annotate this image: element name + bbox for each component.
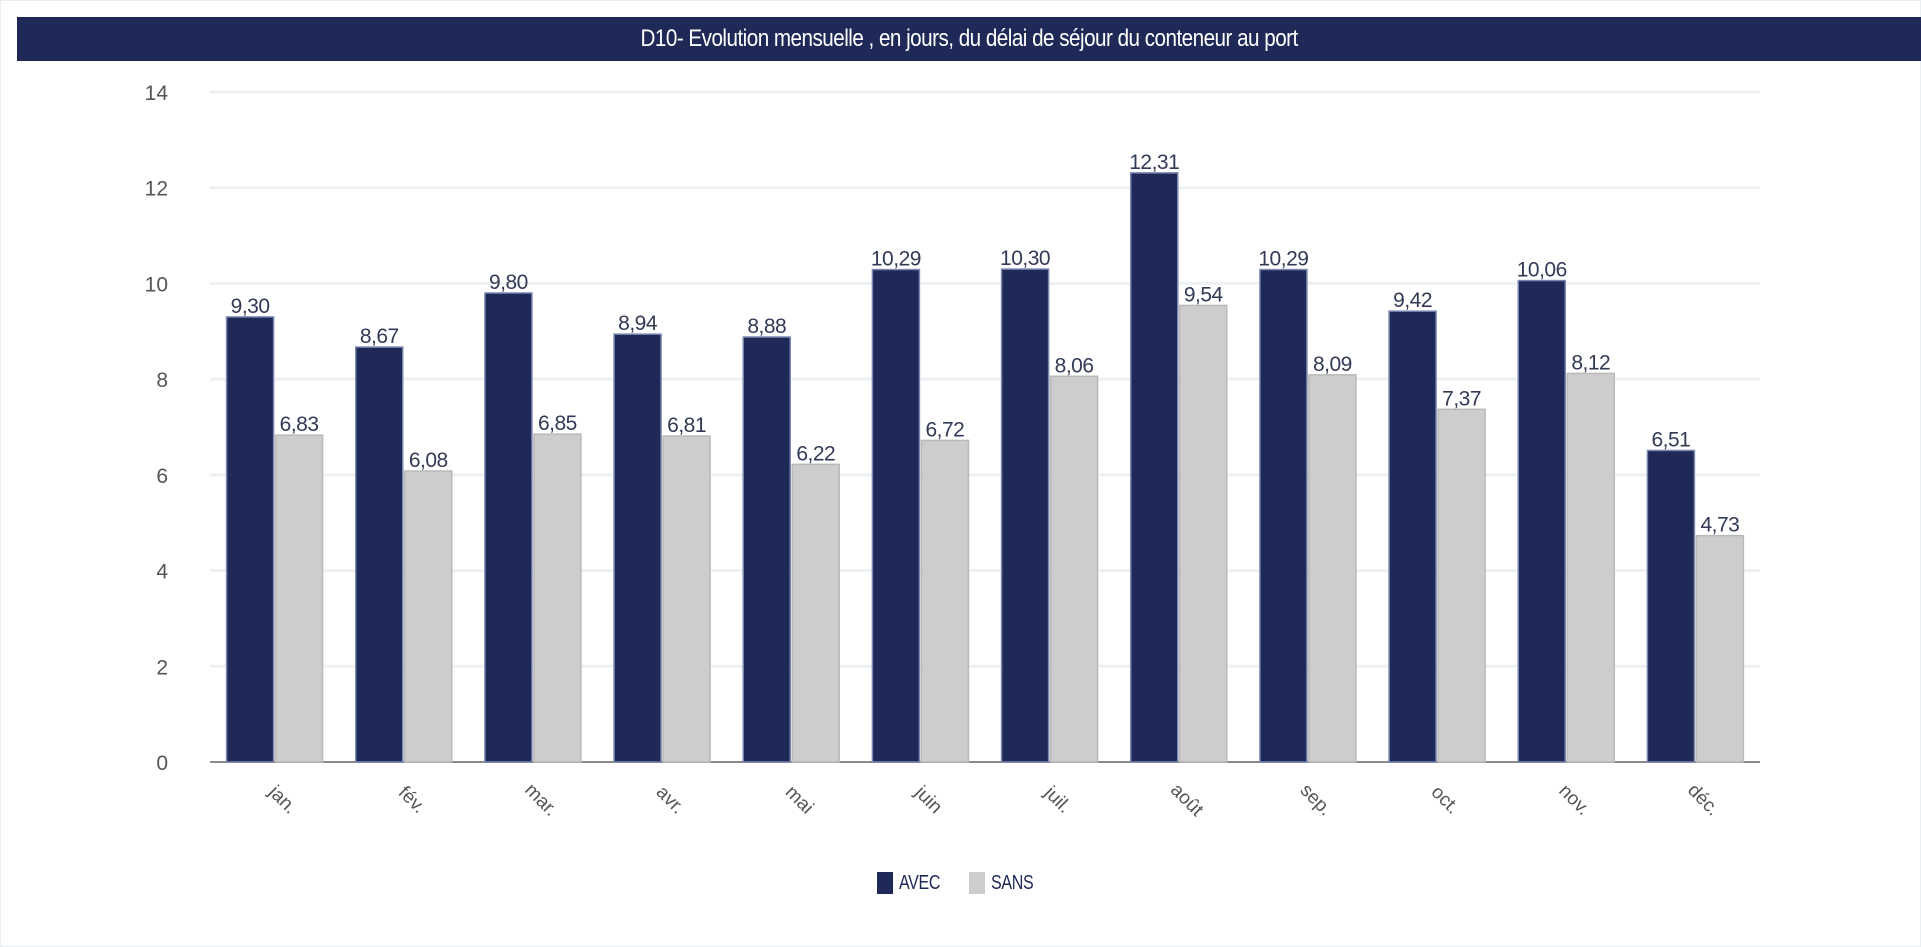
x-tick-label: août	[1166, 780, 1208, 822]
chart-title-bar: D10- Evolution mensuelle , en jours, du …	[17, 17, 1921, 61]
data-label-avec: 8,88	[747, 315, 786, 338]
data-label-sans: 6,08	[409, 449, 448, 472]
data-label-avec: 10,29	[871, 248, 921, 271]
bar-avec	[355, 346, 404, 763]
bar-sans	[1179, 304, 1228, 763]
bar-sans	[1566, 372, 1615, 763]
bar-avec	[1517, 279, 1566, 763]
x-tick-label: mai	[781, 782, 818, 819]
legend-label-avec: AVEC	[899, 871, 941, 894]
bar-avec	[613, 333, 662, 763]
chart-legend: AVEC SANS	[0, 868, 1921, 898]
bar-sans	[791, 463, 840, 763]
x-tick-label: déc.	[1683, 780, 1723, 820]
bar-sans	[1049, 375, 1099, 763]
x-tick-label: jan.	[264, 781, 301, 818]
legend-swatch-avec	[877, 872, 894, 894]
y-tick-label: 2	[156, 656, 168, 679]
bar-avec	[742, 336, 791, 763]
bar-sans	[662, 435, 711, 763]
y-tick-label: 10	[145, 273, 168, 296]
data-label-avec: 10,29	[1258, 248, 1308, 271]
bar-sans	[920, 439, 970, 763]
bar-sans	[1695, 534, 1745, 763]
bar-chart: 0 2 4 6 8 10 12 14 9,30 6,83 jan. 8,67 6,08 fév. 9,80 6…	[145, 82, 1760, 822]
data-label-sans: 8,09	[1313, 353, 1352, 376]
x-tick-label: oct.	[1427, 782, 1464, 819]
data-label-sans: 8,12	[1571, 351, 1610, 374]
x-tick-label: juin	[910, 782, 946, 818]
data-label-sans: 6,83	[280, 413, 319, 436]
bar-avec	[1259, 268, 1308, 763]
y-tick-label: 8	[156, 369, 168, 392]
data-label-avec: 10,30	[1000, 247, 1050, 270]
y-tick-label: 6	[156, 465, 168, 488]
y-tick-label: 12	[145, 178, 168, 201]
data-label-sans: 9,54	[1184, 283, 1224, 306]
legend-item-avec: AVEC	[877, 872, 950, 895]
data-label-sans: 6,81	[667, 414, 706, 437]
bar-avec	[484, 292, 533, 763]
data-label-sans: 6,72	[925, 418, 964, 441]
data-label-sans: 7,37	[1442, 387, 1481, 410]
data-label-avec: 9,80	[489, 271, 528, 294]
chart-title: D10- Evolution mensuelle , en jours, du …	[640, 25, 1298, 52]
data-label-sans: 4,73	[1700, 514, 1739, 537]
data-label-avec: 6,51	[1651, 428, 1690, 451]
x-tick-label: juil.	[1039, 782, 1075, 818]
y-tick-label: 0	[156, 752, 168, 775]
bar-sans	[1308, 374, 1357, 763]
x-tick-label: avr.	[652, 782, 689, 819]
x-tick-label: nov.	[1555, 780, 1594, 819]
data-label-sans: 6,85	[538, 412, 577, 435]
x-tick-label: fév.	[394, 782, 430, 818]
y-tick-label: 14	[145, 82, 169, 105]
legend-swatch-sans	[968, 872, 985, 894]
data-label-avec: 12,31	[1129, 151, 1179, 174]
bar-avec	[1646, 449, 1696, 763]
bar-sans	[404, 470, 453, 763]
bar-sans	[274, 434, 324, 763]
data-label-avec: 9,42	[1393, 289, 1432, 312]
legend-item-sans: SANS	[968, 871, 1044, 895]
bar-avec	[1388, 310, 1437, 763]
bar-avec	[1130, 172, 1179, 763]
data-label-sans: 8,06	[1055, 354, 1094, 377]
data-label-avec: 9,30	[231, 295, 270, 318]
bar-avec	[225, 316, 275, 763]
data-label-sans: 6,22	[796, 442, 835, 465]
legend-label-sans: SANS	[990, 871, 1034, 894]
bar-avec	[871, 268, 921, 763]
y-tick-label: 4	[156, 561, 168, 584]
data-label-avec: 10,06	[1517, 259, 1567, 282]
data-label-avec: 8,94	[618, 312, 658, 335]
bar-sans	[1437, 408, 1486, 763]
data-label-avec: 8,67	[360, 325, 399, 348]
x-tick-label: mar.	[520, 780, 561, 821]
x-tick-label: sep.	[1296, 780, 1336, 820]
bar-avec	[1000, 268, 1050, 763]
bar-sans	[533, 433, 582, 763]
